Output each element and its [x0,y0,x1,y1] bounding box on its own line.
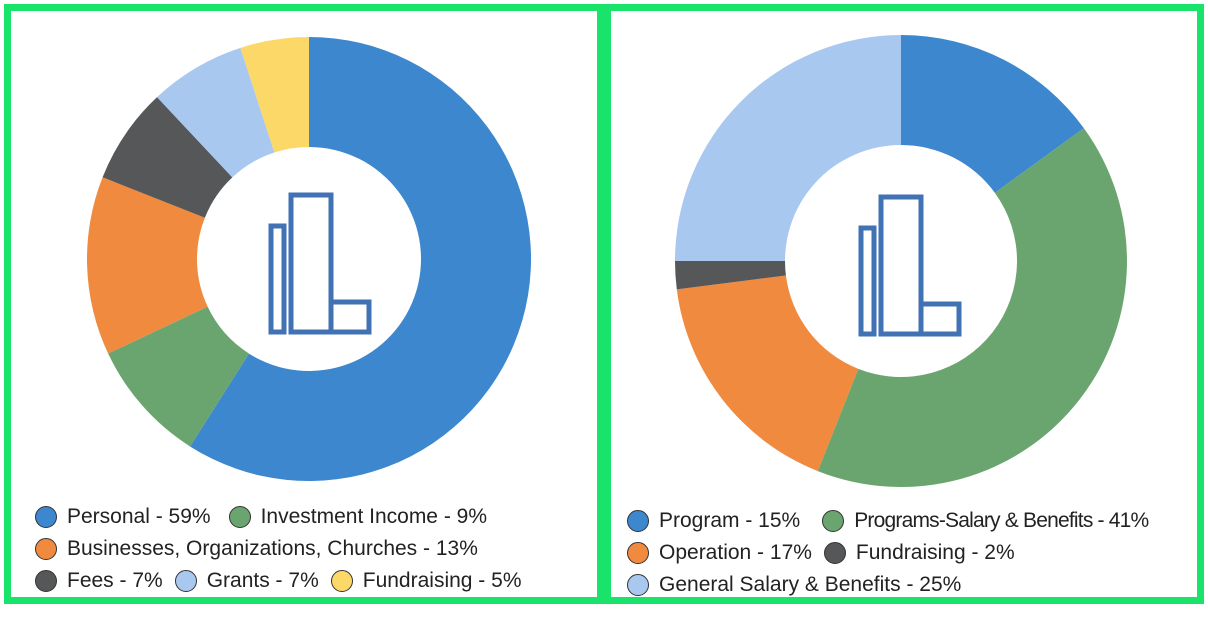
legend-label: Programs-Salary & Benefits - 41% [854,509,1149,532]
building-logo-icon [268,192,372,335]
income-legend: Personal - 59% Investment Income - 9% Bu… [35,501,540,597]
income-donut-chart [87,37,531,481]
legend-label: Investment Income - 9% [260,505,488,528]
slice-businesses-organizations-churches [87,177,208,354]
legend-swatch [35,538,57,560]
legend-label: Program - 15% [659,509,801,532]
slice-personal [190,37,531,481]
slice-general-salary-benefits [675,35,901,261]
slice-operation [676,275,859,472]
legend-item-businesses: Businesses, Organizations, Churches - 13… [35,537,478,561]
income-chart-panel: Personal - 59% Investment Income - 9% Bu… [4,4,604,604]
legend-swatch [228,506,251,528]
legend-item-grants: Grants - 7% [174,569,319,593]
legend-label: Fundraising - 5% [362,569,522,592]
legend-item-personal: Personal - 59% [35,505,211,529]
legend-swatch [35,570,57,592]
legend-swatch [627,510,649,532]
slice-fees [102,97,233,218]
legend-swatch [627,574,649,596]
expense-legend: Program - 15% Programs-Salary & Benefits… [627,505,1149,601]
slice-program [901,35,1084,193]
legend-item-program: Program - 15% [627,509,800,533]
building-logo-icon [858,194,962,337]
legend-item-fees: Fees - 7% [35,569,163,593]
legend-item-fundraising: Fundraising - 5% [330,569,522,593]
legend-label: Personal - 59% [67,505,211,528]
expense-chart-panel: Program - 15% Programs-Salary & Benefits… [604,4,1204,604]
legend-swatch [627,542,649,564]
legend-item-operation: Operation - 17% [627,541,812,565]
legend-label: Businesses, Organizations, Churches - 13… [67,537,478,560]
slice-grants [157,47,275,178]
legend-item-general-salary-benefits: General Salary & Benefits - 25% [627,573,961,597]
legend-item-fundraising: Fundraising - 2% [823,541,1015,565]
legend-swatch [330,570,353,592]
legend-item-investment-income: Investment Income - 9% [228,505,488,529]
legend-label: Fees - 7% [67,569,163,592]
slice-investment-income [108,306,249,447]
legend-item-programs-salary-benefits: Programs-Salary & Benefits - 41% [822,509,1149,533]
legend-label: General Salary & Benefits - 25% [659,573,962,596]
legend-label: Grants - 7% [206,569,319,592]
legend-swatch [174,570,197,592]
slice-fundraising [675,261,786,290]
legend-swatch [822,510,845,532]
legend-swatch [35,506,57,528]
slice-fundraising [240,37,309,153]
legend-swatch [823,542,846,564]
legend-label: Operation - 17% [659,541,812,564]
expense-donut-chart [675,35,1127,487]
slice-programs-salary-benefits [817,128,1127,487]
legend-label: Fundraising - 2% [855,541,1015,564]
